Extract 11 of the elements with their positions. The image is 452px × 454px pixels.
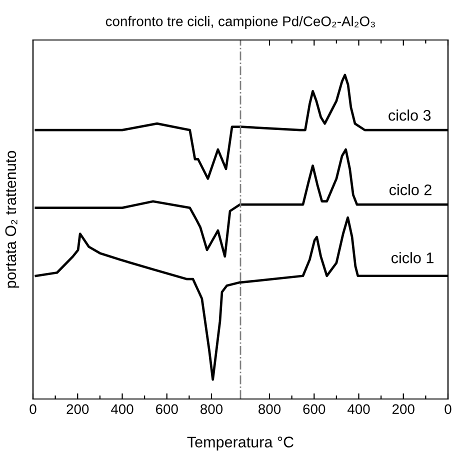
x-tick-label: 200 xyxy=(66,404,89,414)
x-axis-title: Temperatura °C xyxy=(187,436,294,450)
x-tick-label: 800 xyxy=(200,404,223,414)
chart-title: confronto tre cicli, campione Pd/CeO₂-Al₂O₃ xyxy=(106,16,375,29)
series-label: ciclo 2 xyxy=(390,184,432,196)
series-label: ciclo 3 xyxy=(388,110,431,121)
y-axis-title: portata O₂ trattenuto xyxy=(5,150,20,288)
x-tick-label: 0 xyxy=(30,404,36,414)
x-tick-label: 400 xyxy=(110,404,134,414)
series-label: ciclo 1 xyxy=(392,252,434,264)
x-tick-label: 600 xyxy=(156,404,178,414)
